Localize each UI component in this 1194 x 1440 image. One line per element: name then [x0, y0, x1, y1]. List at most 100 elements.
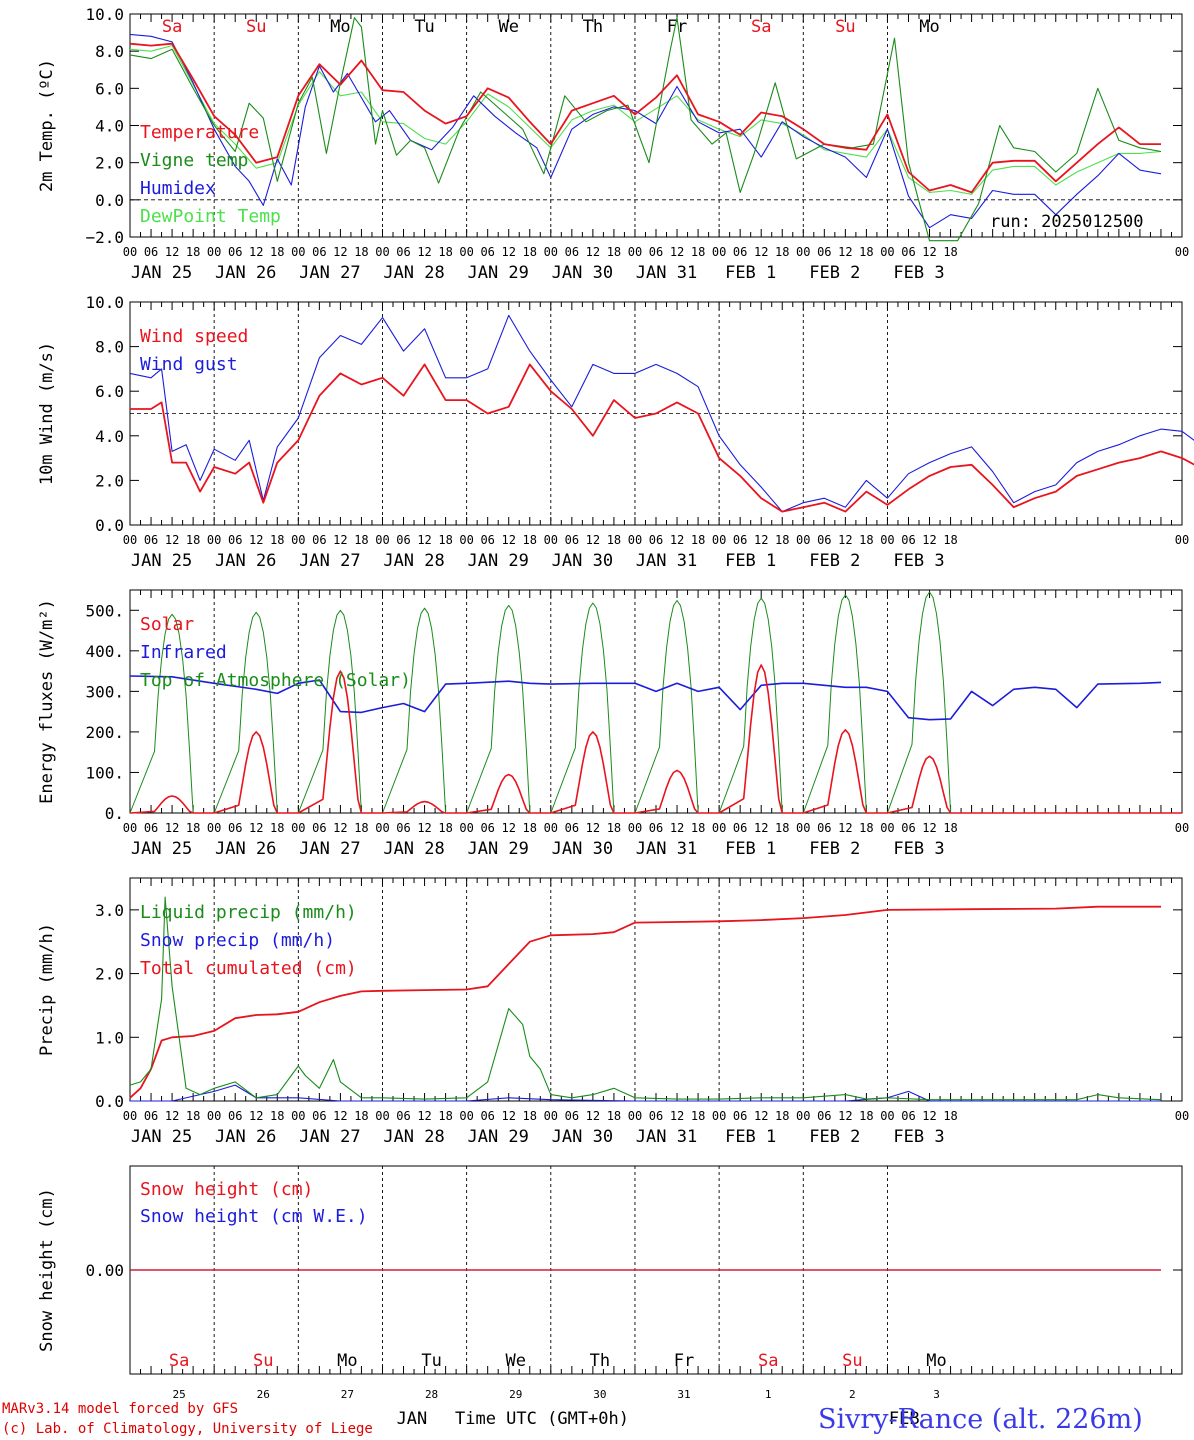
- temperature-y-tick-label: 6.0: [95, 79, 124, 98]
- precip-hour-label: 06: [312, 1109, 326, 1123]
- precip-hour-label: 06: [649, 1109, 663, 1123]
- temperature-hour-label: 00: [880, 245, 894, 259]
- precip-date-label: FEB 1: [725, 1127, 776, 1147]
- panel-energy: 0. 100. 200. 300. 400. 500. Energy fluxes (W/m…: [37, 589, 1189, 859]
- precip-y-axis-label: Precip (mm/h): [37, 923, 57, 1056]
- temperature-y-tick-label: 8.0: [95, 42, 124, 61]
- temperature-hour-label: 06: [817, 245, 831, 259]
- precip-hour-label: 12: [670, 1109, 684, 1123]
- energy-hour-label: 06: [396, 821, 410, 835]
- energy-y-tick-label: 200.: [85, 723, 124, 742]
- bottom-day-number: 2: [849, 1388, 856, 1401]
- temp-weekday-label: Su: [835, 17, 855, 37]
- snow-weekday-label: Tu: [421, 1351, 441, 1371]
- energy-hour-label: 06: [480, 821, 494, 835]
- wind-date-label: JAN 29: [467, 551, 528, 571]
- series-total-cumulated-cm-: [129, 905, 1161, 1099]
- energy-date-label: JAN 30: [552, 839, 613, 859]
- temp-weekday-label: We: [498, 17, 518, 37]
- precip-y-tick-label: 0.0: [95, 1092, 124, 1111]
- wind-date-label: FEB 3: [893, 551, 944, 571]
- wind-date-label: JAN 26: [215, 551, 276, 571]
- panel-temperature: −2.0 0.0 2.0 4.0 6.0 8.0 10.0 2m Temp. (ºC) 00 06…: [37, 5, 1189, 283]
- temperature-hour-label: 00: [628, 245, 642, 259]
- precip-hour-label: 00: [1175, 1109, 1189, 1123]
- precip-hour-label: 18: [859, 1109, 873, 1123]
- precip-hour-label: 18: [354, 1109, 368, 1123]
- precip-legend-liquid-precip-mm-h-: Liquid precip (mm/h): [140, 902, 357, 923]
- wind-date-label: JAN 28: [383, 551, 444, 571]
- series-snow-precip-mm-h-: [130, 1084, 1161, 1102]
- wind-hour-label: 06: [649, 533, 663, 547]
- temperature-hour-label: 06: [144, 245, 158, 259]
- energy-hour-label: 18: [354, 821, 368, 835]
- temperature-hour-label: 06: [733, 245, 747, 259]
- temp-weekday-label: Su: [246, 17, 266, 37]
- temperature-hour-label: 18: [691, 245, 705, 259]
- series-infrared: [129, 675, 1162, 721]
- footer-model-line: MARv3.14 model forced by GFS: [2, 1401, 238, 1417]
- temperature-date-label: FEB 2: [809, 263, 860, 283]
- precip-hour-label: 00: [796, 1109, 810, 1123]
- snow-weekday-label: Su: [842, 1351, 862, 1371]
- precip-date-label: FEB 3: [893, 1127, 944, 1147]
- temperature-hour-label: 18: [354, 245, 368, 259]
- wind-hour-label: 18: [607, 533, 621, 547]
- energy-hour-label: 00: [1175, 821, 1189, 835]
- energy-hour-label: 00: [796, 821, 810, 835]
- temperature-hour-label: 12: [165, 245, 179, 259]
- precip-hour-label: 06: [565, 1109, 579, 1123]
- bottom-day-number: 3: [933, 1388, 940, 1401]
- run-label: run: 2025012500: [990, 212, 1144, 232]
- bottom-day-number: 28: [425, 1388, 438, 1401]
- temperature-hour-label: 18: [775, 245, 789, 259]
- precip-hour-label: 06: [480, 1109, 494, 1123]
- temperature-legend-dewpoint-temp: DewPoint Temp: [140, 206, 281, 227]
- series-wind-gust: [129, 314, 1194, 513]
- energy-hour-label: 12: [165, 821, 179, 835]
- x-axis-title: Time UTC (GMT+0h): [455, 1409, 629, 1429]
- energy-hour-label: 12: [922, 821, 936, 835]
- energy-y-tick-label: 300.: [85, 682, 124, 701]
- precip-hour-label: 00: [880, 1109, 894, 1123]
- energy-date-label: JAN 31: [636, 839, 697, 859]
- temperature-hour-label: 18: [523, 245, 537, 259]
- precip-date-label: JAN 27: [299, 1127, 360, 1147]
- snow-weekday-label: Th: [590, 1351, 610, 1371]
- wind-date-label: JAN 30: [552, 551, 613, 571]
- temperature-hour-label: 00: [796, 245, 810, 259]
- precip-hour-label: 12: [501, 1109, 515, 1123]
- energy-date-label: FEB 3: [893, 839, 944, 859]
- precip-hour-label: 00: [459, 1109, 473, 1123]
- temperature-hour-label: 06: [565, 245, 579, 259]
- precip-hour-label: 06: [817, 1109, 831, 1123]
- series-liquid-precip-mm-h-: [129, 896, 1162, 1101]
- precip-hour-label: 00: [207, 1109, 221, 1123]
- precip-date-label: JAN 26: [215, 1127, 276, 1147]
- precip-date-label: JAN 30: [552, 1127, 613, 1147]
- wind-hour-label: 18: [691, 533, 705, 547]
- temperature-hour-label: 18: [438, 245, 452, 259]
- precip-hour-label: 18: [523, 1109, 537, 1123]
- wind-y-tick-label: 0.0: [95, 516, 124, 535]
- temperature-hour-label: 06: [649, 245, 663, 259]
- wind-hour-label: 00: [207, 533, 221, 547]
- energy-hour-label: 00: [123, 821, 137, 835]
- energy-y-tick-label: 0.: [105, 804, 124, 823]
- temp-weekday-label: Th: [583, 17, 603, 37]
- energy-hour-label: 12: [333, 821, 347, 835]
- energy-hour-label: 18: [943, 821, 957, 835]
- precip-hour-label: 06: [144, 1109, 158, 1123]
- panel-snow: 0.00 Snow height (cm) Sa 25 Su 26 Mo 27 Tu 28 We 29…: [37, 1165, 1183, 1429]
- wind-hour-label: 00: [628, 533, 642, 547]
- precip-hour-label: 12: [838, 1109, 852, 1123]
- temperature-hour-label: 00: [291, 245, 305, 259]
- precip-hour-label: 12: [586, 1109, 600, 1123]
- wind-hour-label: 18: [523, 533, 537, 547]
- wind-hour-label: 18: [859, 533, 873, 547]
- snow-y-axis-label: Snow height (cm): [37, 1188, 57, 1352]
- bottom-day-number: 27: [341, 1388, 354, 1401]
- series-humidex: [129, 33, 1162, 229]
- energy-y-tick-label: 400.: [85, 642, 124, 661]
- precip-legend-total-cumulated-cm-: Total cumulated (cm): [140, 958, 357, 979]
